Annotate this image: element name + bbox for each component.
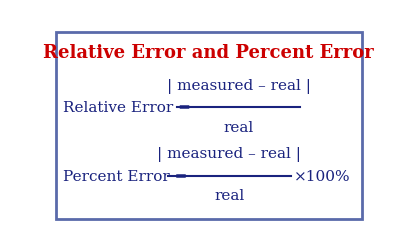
Text: | measured – real |: | measured – real |: [166, 78, 311, 93]
Text: Relative Error and Percent Error: Relative Error and Percent Error: [43, 44, 374, 62]
Text: Relative Error =: Relative Error =: [63, 101, 191, 115]
Text: | measured – real |: | measured – real |: [157, 147, 301, 162]
Text: Percent Error =: Percent Error =: [63, 169, 188, 183]
Text: real: real: [214, 188, 244, 202]
Text: real: real: [223, 120, 254, 134]
FancyBboxPatch shape: [56, 33, 361, 220]
Text: ×100%: ×100%: [294, 169, 351, 183]
